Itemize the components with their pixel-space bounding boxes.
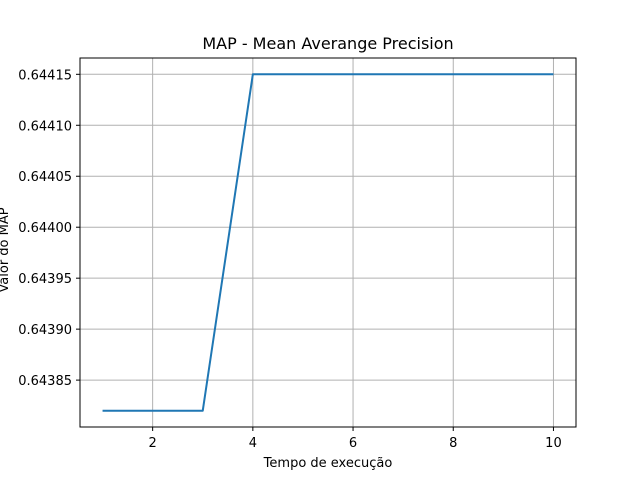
y-tick-label: 0.64415: [18, 68, 72, 83]
axis-ticks: 2 4 6 8 10 0.64385 0.64390 0.64395 0.64400 0.6440…: [18, 68, 561, 451]
x-axis-label: Tempo de execução: [263, 456, 393, 471]
y-tick-label: 0.64400: [18, 221, 72, 236]
y-tick-label: 0.64410: [18, 119, 72, 134]
y-tick-label: 0.64390: [18, 323, 72, 338]
y-tick-label: 0.64405: [18, 170, 72, 185]
y-tick-label: 0.64395: [18, 272, 72, 287]
x-tick-label: 8: [449, 436, 457, 451]
x-tick-label: 10: [545, 436, 562, 451]
y-tick-label: 0.64385: [18, 374, 72, 389]
x-tick-label: 6: [349, 436, 357, 451]
x-tick-label: 4: [249, 436, 257, 451]
series-line: [102, 73, 554, 412]
x-tick-label: 2: [149, 436, 157, 451]
chart-title: MAP - Mean Averange Precision: [202, 34, 453, 53]
plot-frame: [79, 57, 577, 428]
grid-lines: [80, 58, 576, 427]
y-axis-label: Valor do MAP: [0, 207, 12, 292]
data-series: [102, 73, 554, 412]
